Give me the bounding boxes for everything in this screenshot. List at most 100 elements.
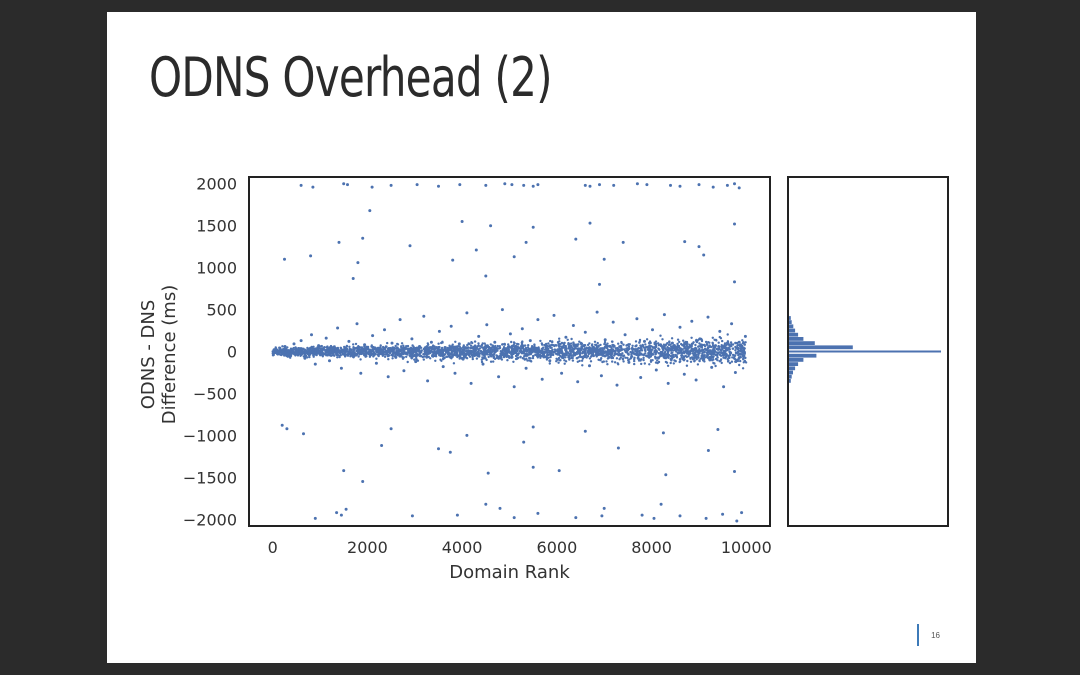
scatter-point-texture: [657, 356, 660, 360]
scatter-point-texture: [363, 352, 366, 355]
x-tick-label: 8000: [631, 538, 672, 557]
scatter-point-texture: [605, 360, 608, 363]
scatter-point: [619, 345, 623, 348]
scatter-point: [607, 355, 611, 359]
scatter-point-texture: [728, 348, 731, 351]
scatter-point-texture: [711, 349, 714, 352]
scatter-point-texture: [642, 354, 645, 357]
scatter-point-texture: [731, 356, 734, 359]
scatter-point-texture: [514, 354, 518, 358]
scatter-point-texture: [420, 350, 423, 354]
scatter-point-texture: [627, 353, 630, 356]
scatter-point: [390, 341, 394, 345]
scatter-point: [686, 346, 690, 350]
scatter-point-texture: [588, 347, 591, 351]
scatter-point-texture: [418, 349, 421, 353]
scatter-point-texture: [492, 356, 496, 359]
scatter-point: [311, 185, 315, 189]
scatter-point: [351, 355, 355, 358]
scatter-point-texture: [674, 360, 677, 363]
scatter-point-texture: [712, 355, 715, 358]
scatter-point-texture: [466, 349, 469, 352]
scatter-point: [285, 427, 289, 431]
scatter-point-texture: [622, 360, 625, 363]
scatter-point-texture: [687, 352, 691, 356]
scatter-point-texture: [422, 358, 425, 361]
histogram-bar: [789, 366, 796, 371]
scatter-point: [500, 308, 504, 312]
scatter-point-texture: [271, 354, 275, 357]
scatter-point-texture: [628, 343, 631, 346]
scatter-point-texture: [575, 357, 578, 360]
scatter-point-texture: [462, 350, 465, 353]
scatter-point-texture: [534, 353, 537, 357]
scatter-point-texture: [418, 352, 421, 356]
scatter-point-texture: [450, 349, 453, 352]
scatter-point-texture: [725, 353, 728, 356]
scatter-point-texture: [708, 344, 711, 347]
scatter-point-texture: [480, 360, 484, 364]
scatter-point-texture: [486, 344, 489, 347]
scatter-point-texture: [573, 353, 577, 357]
scatter-point-texture: [300, 352, 304, 356]
scatter-point: [336, 326, 340, 330]
scatter-point-texture: [648, 340, 652, 343]
scatter-point: [512, 516, 516, 520]
scatter-point: [654, 368, 658, 372]
scatter-point-texture: [430, 347, 434, 351]
x-axis-label: Domain Rank: [449, 562, 570, 583]
scatter-point-texture: [578, 340, 581, 343]
y-axis-ticks: 2000 1500 1000 500 0 −500 −1000 −1500 −2000: [183, 175, 237, 530]
scatter-point-texture: [627, 345, 631, 348]
scatter-point-texture: [369, 350, 372, 353]
scatter-point-texture: [405, 345, 408, 348]
scatter-point-texture: [734, 354, 737, 357]
scatter-point-texture: [672, 362, 675, 365]
scatter-point-texture: [613, 354, 616, 357]
scatter-point-texture: [669, 343, 672, 346]
scatter-point-texture: [670, 352, 673, 355]
scatter-point-texture: [477, 342, 480, 345]
scatter-point-texture: [349, 355, 352, 358]
scatter-point: [603, 338, 607, 342]
scatter-point-texture: [696, 363, 700, 366]
scatter-point-texture: [661, 338, 664, 341]
scatter-point-texture: [734, 341, 737, 345]
scatter-point-texture: [495, 356, 499, 360]
scatter-point-texture: [667, 347, 670, 350]
scatter-point: [437, 329, 441, 333]
scatter-point-texture: [582, 348, 585, 351]
scatter-point-texture: [590, 355, 593, 358]
scatter-point-texture: [684, 354, 687, 358]
scatter-point-texture: [700, 349, 704, 352]
scatter-point-texture: [525, 350, 528, 353]
scatter-point: [339, 366, 343, 370]
scatter-point-texture: [689, 360, 693, 363]
scatter-point-texture: [720, 361, 723, 365]
scatter-point: [740, 511, 744, 515]
scatter-point-texture: [578, 359, 581, 363]
x-axis-ticks: 0 2000 4000 6000 8000 10000: [268, 538, 772, 557]
scatter-point-texture: [463, 356, 467, 359]
scatter-point-texture: [574, 351, 577, 355]
scatter-point-texture: [411, 355, 414, 358]
scatter-point-texture: [522, 344, 526, 347]
scatter-point-texture: [706, 352, 709, 356]
scatter-point-texture: [308, 354, 311, 357]
scatter-point-texture: [455, 351, 459, 354]
scatter-point-texture: [402, 356, 405, 359]
histogram-bar: [789, 358, 804, 362]
scatter-point-texture: [555, 360, 558, 363]
scatter-point: [485, 323, 489, 327]
scatter-point: [706, 315, 710, 319]
scatter-point: [486, 471, 490, 475]
scatter-point-texture: [510, 340, 513, 344]
scatter-point-texture: [596, 354, 599, 357]
scatter-point-texture: [482, 356, 485, 359]
scatter-point: [292, 342, 296, 346]
scatter-point-texture: [564, 360, 568, 363]
scatter-point: [361, 236, 365, 240]
scatter-point-texture: [596, 341, 599, 345]
scatter-point-texture: [495, 354, 498, 357]
scatter-point-texture: [723, 343, 726, 347]
